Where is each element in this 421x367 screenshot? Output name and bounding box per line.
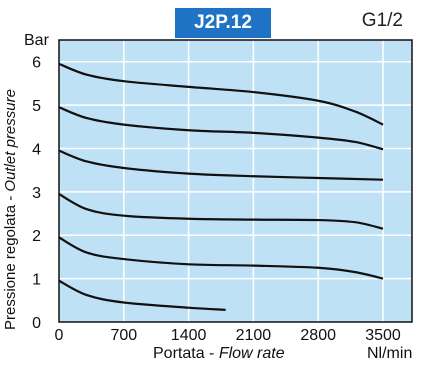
pressure-curve-1 <box>58 279 226 311</box>
x-tick-label: 2800 <box>300 327 336 344</box>
y-axis-unit: Bar <box>24 32 49 49</box>
grid-lines <box>59 40 412 322</box>
y-tick-label: 6 <box>32 55 41 72</box>
pressure-curve-4 <box>58 149 384 181</box>
model-badge: J2P.12 <box>175 8 271 38</box>
x-axis-unit: Nl/min <box>367 345 413 362</box>
x-axis-title: Portata - Flow rate <box>153 345 285 362</box>
y-tick-label: 4 <box>32 141 41 158</box>
y-tick-label: 3 <box>32 185 41 202</box>
pressure-curve-6 <box>58 62 384 126</box>
plot-frame <box>58 39 413 323</box>
x-tick-label: 3500 <box>365 327 401 344</box>
port-size-label: G1/2 <box>361 10 403 31</box>
y-tick-label: 1 <box>32 272 41 289</box>
x-tick-label: 700 <box>110 327 137 344</box>
x-tick-label: 1400 <box>171 327 207 344</box>
curves <box>58 62 384 311</box>
y-tick-label: 0 <box>32 315 41 332</box>
y-tick-label: 5 <box>32 98 41 115</box>
pressure-curve-2 <box>58 236 384 280</box>
x-tick-label: 2100 <box>236 327 272 344</box>
x-tick-label: 0 <box>55 327 64 344</box>
x-axis-ticks: 0 700 1400 2100 2800 3500 <box>55 327 401 344</box>
y-tick-label: 2 <box>32 228 41 245</box>
pressure-curve-3 <box>58 193 384 230</box>
plot-area <box>59 40 412 322</box>
pressure-curve-5 <box>58 106 384 151</box>
y-axis-ticks: 0 1 2 3 4 5 6 <box>32 55 41 332</box>
